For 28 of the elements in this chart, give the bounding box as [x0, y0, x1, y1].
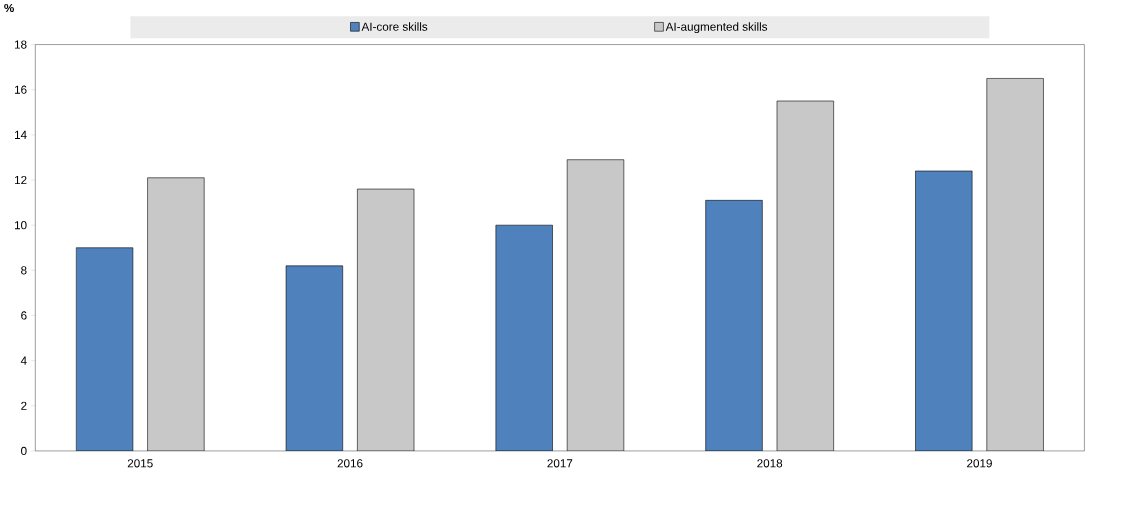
x-tick-label: 2016	[337, 459, 363, 468]
y-tick-label: 16	[14, 85, 27, 94]
y-tick-label: 0	[21, 446, 27, 456]
bar	[776, 100, 834, 451]
x-tick-label: 2018	[757, 459, 783, 468]
bar	[147, 177, 205, 451]
bar	[986, 78, 1044, 451]
bar	[75, 247, 134, 451]
bar	[705, 200, 763, 451]
bar	[566, 159, 625, 451]
x-tick-label: 2019	[967, 459, 992, 468]
x-tick-label: 2017	[547, 459, 573, 468]
y-tick-label: 8	[21, 266, 27, 275]
legend-label: AI-core skills	[361, 22, 428, 31]
y-tick-label: 10	[14, 221, 27, 230]
bar	[495, 224, 553, 451]
x-tick-label: 2015	[127, 459, 153, 468]
y-tick-label: 6	[21, 311, 27, 320]
bar	[357, 188, 415, 451]
bar	[285, 265, 344, 451]
legend-label: AI-augmented skills	[665, 22, 768, 34]
y-tick-label: 12	[14, 176, 27, 185]
bar	[915, 170, 973, 451]
y-axis-title: %	[4, 3, 14, 13]
y-tick-label: 4	[20, 356, 27, 365]
y-tick-label: 14	[14, 130, 27, 139]
y-tick-label: 18	[14, 40, 27, 49]
y-tick-label: 2	[21, 401, 27, 410]
